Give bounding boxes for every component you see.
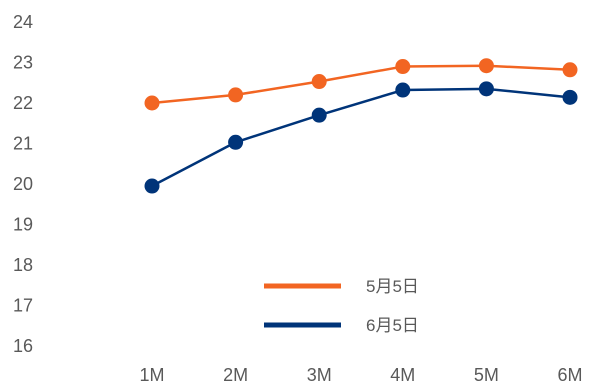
data-point [228,134,244,150]
legend-label: 6月5日 [366,316,419,335]
data-point [562,62,578,78]
data-point [478,58,494,74]
y-tick-label: 20 [13,174,33,194]
x-tick-label: 3M [307,365,332,385]
y-tick-label: 23 [13,53,33,73]
x-tick-label: 1M [139,365,164,385]
y-tick-label: 17 [13,296,33,316]
data-point [395,82,411,98]
data-point [562,89,578,105]
data-point [478,81,494,97]
data-point [144,178,160,194]
data-point [311,74,327,90]
x-axis: 1M 2M 3M 4M 5M 6M [139,365,582,385]
y-tick-label: 22 [13,93,33,113]
data-point [228,87,244,103]
y-axis: 16 17 18 19 20 21 22 23 24 [13,12,33,356]
series-group [144,58,578,194]
x-tick-label: 4M [390,365,415,385]
y-tick-label: 18 [13,255,33,275]
data-point [311,107,327,123]
legend: 5月5日 6月5日 [264,277,419,335]
x-tick-label: 6M [557,365,582,385]
y-tick-label: 16 [13,336,33,356]
y-tick-label: 24 [13,12,33,32]
series-line-1 [151,64,571,105]
legend-label: 5月5日 [366,277,419,296]
series-line-2 [151,87,571,188]
x-tick-label: 5M [474,365,499,385]
x-tick-label: 2M [223,365,248,385]
data-point [395,59,411,75]
y-tick-label: 21 [13,134,33,154]
y-tick-label: 19 [13,215,33,235]
data-point [144,95,160,111]
